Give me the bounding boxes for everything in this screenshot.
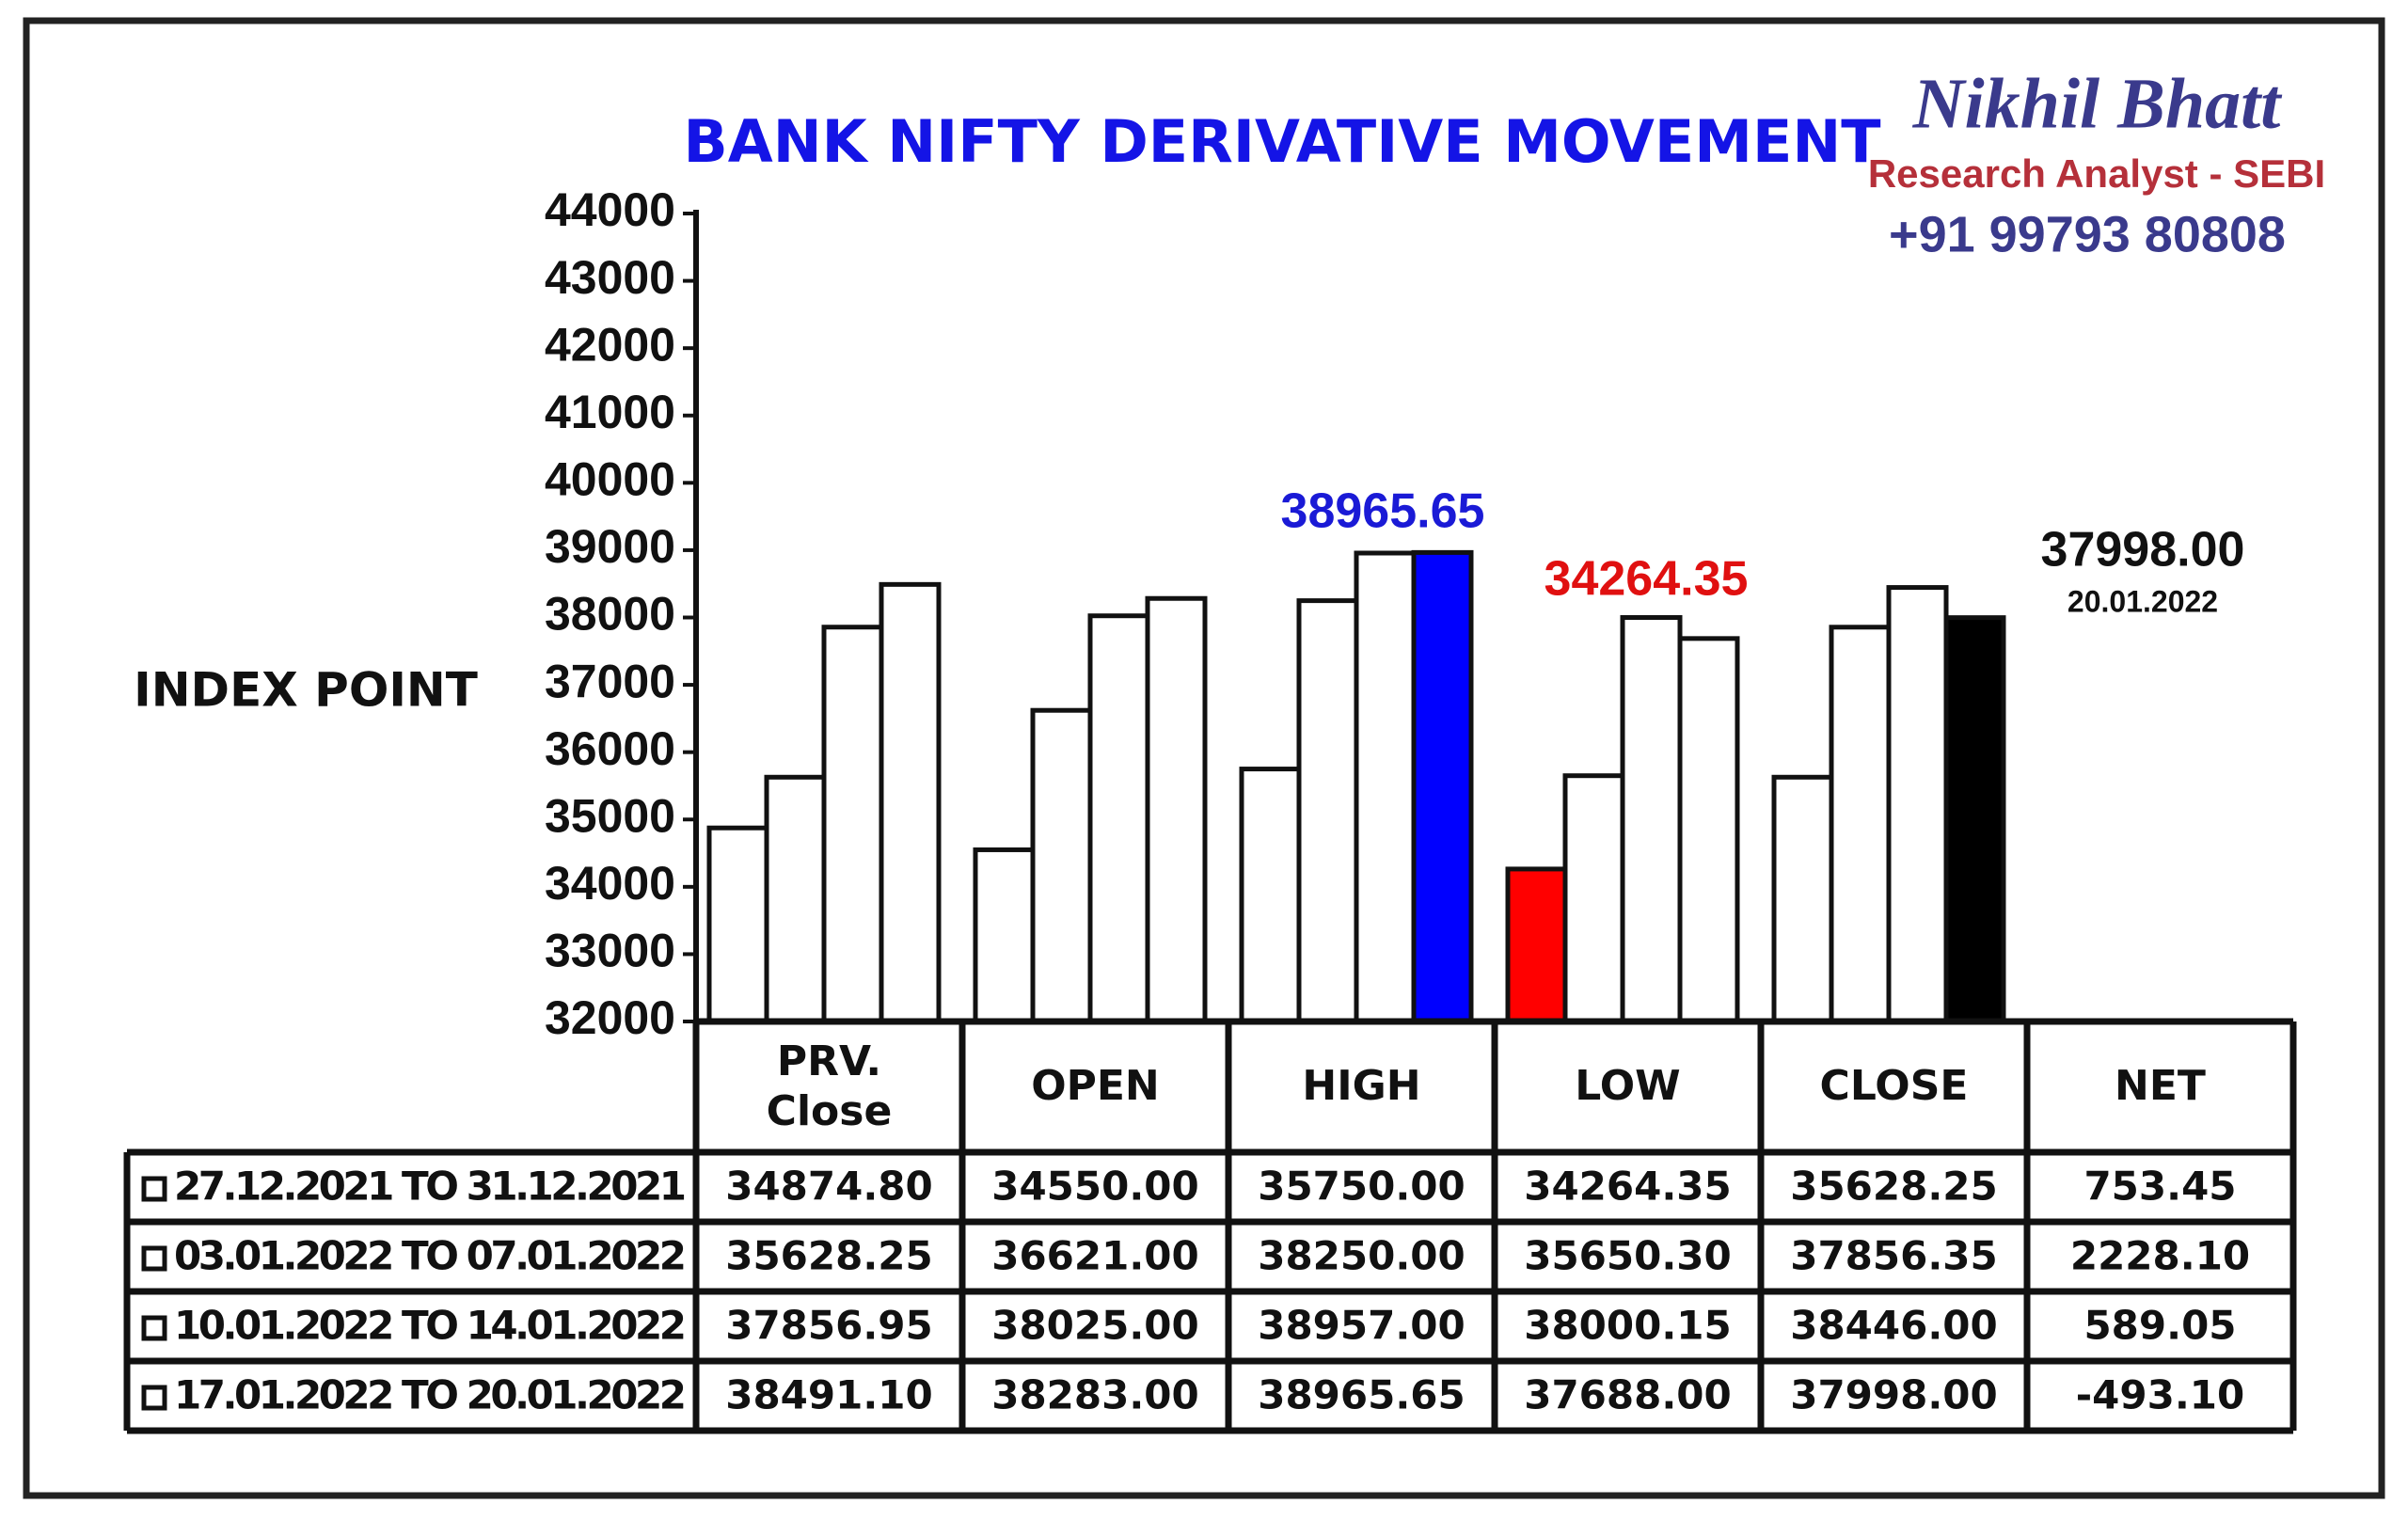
table-cell: 37856.35 bbox=[1790, 1233, 1998, 1279]
legend-label: 03.01.2022 TO 07.01.2022 bbox=[174, 1233, 687, 1279]
bar bbox=[1943, 615, 2006, 1024]
table-cell: 38283.00 bbox=[991, 1372, 1199, 1418]
table-header-cell: PRV. Close bbox=[766, 1037, 893, 1135]
bar bbox=[1087, 613, 1150, 1024]
table-cell: -493.10 bbox=[2076, 1372, 2245, 1418]
bar bbox=[1886, 585, 1949, 1024]
bar bbox=[1562, 773, 1625, 1024]
y-axis-label: INDEX POINT bbox=[134, 663, 478, 718]
legend-swatch bbox=[141, 1385, 167, 1411]
table-cell: 589.05 bbox=[2083, 1303, 2236, 1349]
brand-phone: +91 99793 80808 bbox=[1889, 206, 2286, 262]
table-header: CLOSE bbox=[1819, 1062, 1969, 1111]
y-tick-label: 42000 bbox=[545, 318, 675, 371]
legend-label: 10.01.2022 TO 14.01.2022 bbox=[174, 1303, 687, 1349]
y-tick-label: 38000 bbox=[545, 588, 675, 641]
y-tick-label: 43000 bbox=[545, 251, 675, 304]
y-tick-label: 44000 bbox=[545, 183, 675, 236]
legend-swatch bbox=[141, 1315, 167, 1341]
bar bbox=[821, 625, 884, 1024]
table-header: NET bbox=[2115, 1062, 2206, 1111]
brand-name: Nikhil Bhatt bbox=[1912, 64, 2284, 143]
table-cell: 34264.35 bbox=[1524, 1164, 1732, 1210]
table-header: LOW bbox=[1575, 1062, 1681, 1111]
bar bbox=[706, 825, 769, 1024]
y-tick-label: 40000 bbox=[545, 453, 675, 506]
table-cell: 34550.00 bbox=[991, 1164, 1199, 1210]
table-cell: 35628.25 bbox=[1790, 1164, 1998, 1210]
y-tick-label: 39000 bbox=[545, 520, 675, 573]
legend-swatch bbox=[141, 1176, 167, 1202]
table-cell: 38965.65 bbox=[1258, 1372, 1465, 1418]
y-tick-label: 32000 bbox=[545, 991, 675, 1044]
bar bbox=[1411, 549, 1474, 1024]
bar bbox=[1771, 774, 1834, 1024]
legend-label: 27.12.2021 TO 31.12.2021 bbox=[174, 1164, 687, 1210]
table-cell: 34874.80 bbox=[725, 1164, 933, 1210]
legend-swatch bbox=[141, 1245, 167, 1272]
bar bbox=[1030, 707, 1093, 1024]
table-cell: 35650.30 bbox=[1524, 1233, 1732, 1279]
table-cell: 753.45 bbox=[2083, 1164, 2236, 1210]
annotation: 38965.65 bbox=[1281, 484, 1485, 539]
table-header-cell: HIGH bbox=[1302, 1062, 1421, 1111]
annotation-subtext: 20.01.2022 bbox=[2067, 584, 2218, 618]
bar bbox=[1296, 598, 1359, 1024]
table-cell: 2228.10 bbox=[2070, 1233, 2250, 1279]
annotation: 34264.35 bbox=[1545, 552, 1749, 607]
bar bbox=[764, 774, 827, 1024]
y-tick-label: 35000 bbox=[545, 789, 675, 842]
y-tick-label: 36000 bbox=[545, 722, 675, 775]
table-cell: 38491.10 bbox=[725, 1372, 933, 1418]
chart-title: BANK NIFTY DERIVATIVE MOVEMENT bbox=[684, 107, 1881, 176]
bar bbox=[973, 847, 1036, 1024]
legend-label: 17.01.2022 TO 20.01.2022 bbox=[174, 1372, 687, 1418]
brand-role: Research Analyst - SEBI bbox=[1868, 151, 2325, 196]
table-cell: 35628.25 bbox=[725, 1233, 933, 1279]
y-tick-label: 33000 bbox=[545, 925, 675, 977]
bar bbox=[1505, 866, 1568, 1024]
table-header: PRV. Close bbox=[766, 1037, 893, 1135]
frame bbox=[23, 17, 2385, 1499]
table-cell: 38000.15 bbox=[1524, 1303, 1732, 1349]
table-header: OPEN bbox=[1031, 1062, 1160, 1111]
table-cell: 37856.95 bbox=[725, 1303, 933, 1349]
table-header-cell: LOW bbox=[1575, 1062, 1681, 1111]
bar bbox=[1354, 550, 1417, 1024]
bar bbox=[1145, 595, 1208, 1024]
table-header-cell: CLOSE bbox=[1819, 1062, 1969, 1111]
table-cell: 35750.00 bbox=[1258, 1164, 1465, 1210]
table-cell: 36621.00 bbox=[991, 1233, 1199, 1279]
table-cell: 37998.00 bbox=[1790, 1372, 1998, 1418]
y-tick-label: 41000 bbox=[545, 386, 675, 438]
y-tick-label: 37000 bbox=[545, 655, 675, 707]
table-header: HIGH bbox=[1302, 1062, 1421, 1111]
bar bbox=[1677, 636, 1740, 1024]
bar bbox=[1829, 625, 1892, 1024]
bar bbox=[1239, 767, 1302, 1024]
table-header-cell: OPEN bbox=[1031, 1062, 1160, 1111]
bar bbox=[879, 581, 942, 1024]
table-cell: 38957.00 bbox=[1258, 1303, 1465, 1349]
table-cell: 37688.00 bbox=[1524, 1372, 1732, 1418]
annotation: 37998.00 bbox=[2041, 523, 2245, 578]
table-cell: 38250.00 bbox=[1258, 1233, 1465, 1279]
y-tick-label: 34000 bbox=[545, 857, 675, 910]
table-cell: 38446.00 bbox=[1790, 1303, 1998, 1349]
bar bbox=[1620, 614, 1683, 1024]
table-cell: 38025.00 bbox=[991, 1303, 1199, 1349]
table-header-cell: NET bbox=[2115, 1062, 2206, 1111]
